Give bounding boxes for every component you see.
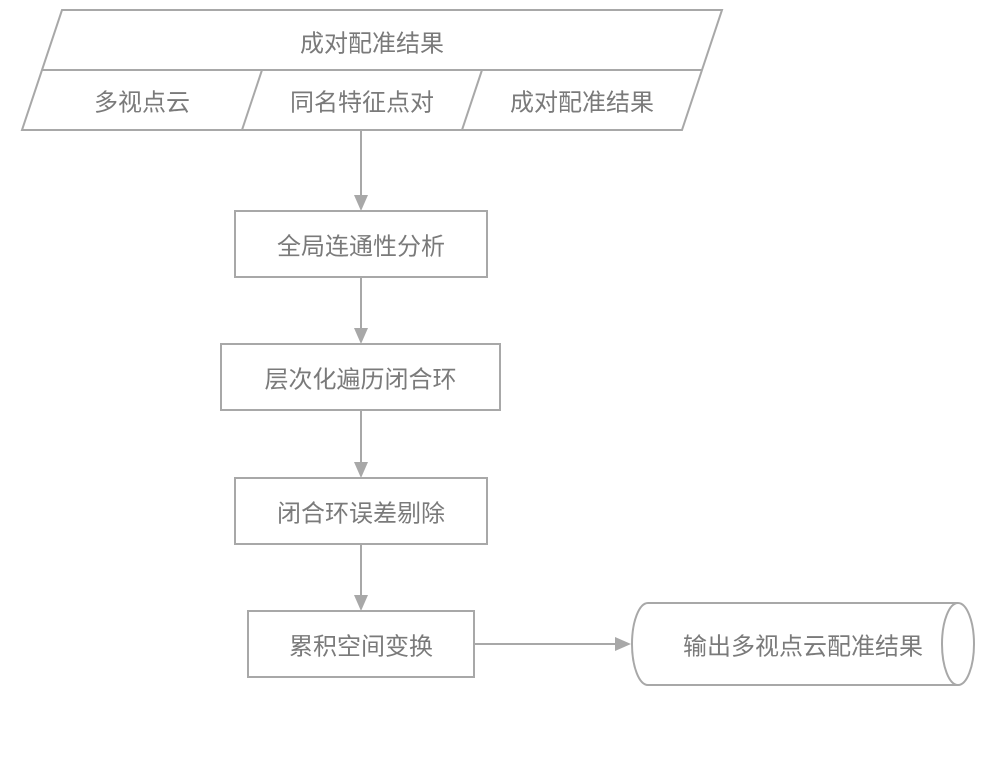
input-subcell-1: 同名特征点对 <box>290 83 434 118</box>
step-3: 累积空间变换 <box>289 627 433 662</box>
input-subcell-2: 成对配准结果 <box>510 83 654 118</box>
step-1: 层次化遍历闭合环 <box>265 360 457 395</box>
step-2: 闭合环误差剔除 <box>277 494 445 529</box>
input-title: 成对配准结果 <box>300 24 444 59</box>
input-subcell-0: 多视点云 <box>94 83 190 118</box>
output-cylinder-label: 输出多视点云配准结果 <box>683 627 923 662</box>
step-0: 全局连通性分析 <box>277 227 445 262</box>
